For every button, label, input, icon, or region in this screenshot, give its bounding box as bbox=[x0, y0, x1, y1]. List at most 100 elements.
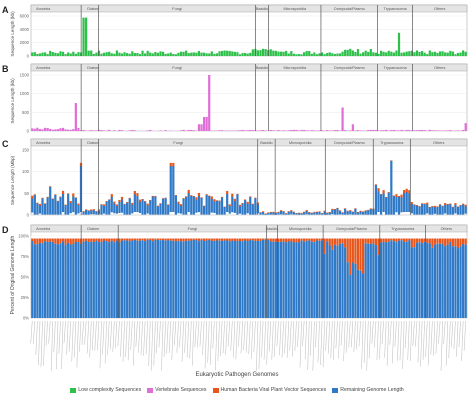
bar-remaining bbox=[341, 212, 344, 215]
x-tick-label bbox=[361, 320, 364, 369]
bar-contaminant bbox=[400, 238, 403, 241]
bar-contaminant bbox=[67, 238, 70, 243]
bar-contaminant bbox=[267, 212, 270, 214]
legend-label: Remaining Genome Length bbox=[340, 387, 404, 393]
bar-remaining bbox=[90, 210, 93, 215]
bar-contaminant bbox=[390, 238, 393, 241]
bar-vertebrate bbox=[102, 130, 106, 131]
bar-low-complexity bbox=[454, 54, 457, 56]
bar-contaminant bbox=[249, 196, 252, 198]
bar-vertebrate bbox=[269, 130, 272, 131]
bar-remaining bbox=[462, 244, 465, 318]
bar-low-complexity bbox=[123, 52, 126, 56]
bar-contaminant bbox=[287, 211, 290, 212]
bar-remaining bbox=[397, 240, 401, 318]
bar-vertebrate bbox=[187, 129, 190, 131]
bar-remaining bbox=[464, 244, 467, 318]
bar-vertebrate bbox=[67, 129, 70, 131]
x-tick-label bbox=[199, 320, 202, 347]
bar-contaminant bbox=[418, 238, 421, 243]
bar-low-complexity bbox=[285, 50, 288, 56]
bar-contaminant bbox=[128, 197, 131, 199]
x-tick-label bbox=[73, 320, 77, 358]
bar-contaminant bbox=[90, 238, 93, 242]
y-tick-label: 1500 bbox=[20, 73, 30, 78]
bar-contaminant bbox=[169, 162, 172, 167]
bar-remaining bbox=[87, 242, 90, 318]
bar-remaining bbox=[95, 240, 98, 318]
bar-low-complexity bbox=[143, 53, 147, 56]
bar-contaminant bbox=[267, 238, 270, 240]
bar-remaining bbox=[264, 213, 267, 215]
bar-remaining bbox=[146, 205, 149, 214]
x-tick-label bbox=[53, 320, 56, 353]
x-tick-label bbox=[107, 320, 110, 355]
bar-low-complexity bbox=[138, 54, 142, 56]
bar-vertebrate bbox=[444, 130, 447, 131]
bar-contaminant bbox=[154, 196, 157, 197]
bar-low-complexity bbox=[110, 53, 113, 56]
bar-remaining bbox=[290, 241, 293, 318]
bar-contaminant bbox=[382, 190, 385, 194]
bar-remaining bbox=[397, 196, 401, 215]
bar-remaining bbox=[374, 184, 378, 215]
bar-low-complexity bbox=[423, 52, 426, 56]
bar-contaminant bbox=[410, 202, 413, 204]
bar-vertebrate bbox=[202, 117, 206, 131]
bar-remaining bbox=[85, 209, 88, 215]
x-tick-label bbox=[194, 320, 197, 347]
x-tick-label bbox=[191, 320, 195, 366]
bar-remaining bbox=[138, 201, 142, 213]
bar-contaminant bbox=[123, 203, 126, 205]
bar-remaining bbox=[177, 240, 180, 318]
bar-low-complexity bbox=[449, 50, 452, 56]
bar-remaining bbox=[241, 203, 244, 215]
bar-low-complexity bbox=[459, 52, 462, 56]
bar-remaining bbox=[97, 210, 101, 215]
x-tick-label bbox=[174, 320, 177, 346]
bar-remaining bbox=[187, 192, 190, 212]
bar-remaining bbox=[251, 240, 254, 318]
bar-vertebrate bbox=[354, 130, 357, 131]
bar-contaminant bbox=[254, 197, 257, 199]
bar-contaminant bbox=[392, 238, 395, 242]
bar-remaining bbox=[426, 204, 429, 214]
bar-contaminant bbox=[226, 190, 229, 195]
bar-remaining bbox=[395, 242, 398, 318]
bar-vertebrate bbox=[190, 129, 193, 131]
bar-low-complexity bbox=[244, 52, 247, 56]
bar-remaining bbox=[120, 199, 124, 213]
x-tick-label bbox=[230, 320, 233, 351]
bar-contaminant bbox=[395, 238, 398, 243]
bar-remaining bbox=[313, 242, 316, 318]
bar-low-complexity bbox=[223, 50, 226, 56]
bar-remaining bbox=[456, 206, 460, 215]
bar-low-complexity bbox=[372, 52, 375, 56]
bar-low-complexity bbox=[349, 48, 352, 56]
bar-low-complexity bbox=[351, 50, 354, 56]
bar-vertebrate bbox=[272, 130, 275, 131]
bar-vertebrate bbox=[61, 127, 65, 131]
bar-low-complexity bbox=[202, 52, 206, 56]
bar-vertebrate bbox=[333, 130, 336, 131]
bar-vertebrate bbox=[464, 123, 467, 131]
bar-low-complexity bbox=[95, 52, 98, 56]
bar-contaminant bbox=[110, 194, 113, 198]
x-tick-label bbox=[66, 320, 69, 355]
bar-remaining bbox=[379, 194, 383, 215]
bar-contaminant bbox=[190, 195, 193, 196]
bar-contaminant bbox=[279, 238, 283, 242]
bar-remaining bbox=[297, 242, 301, 318]
bar-remaining bbox=[131, 240, 134, 318]
bar-contaminant bbox=[138, 238, 142, 241]
x-tick-label bbox=[220, 320, 223, 357]
x-tick-label bbox=[458, 320, 461, 348]
bar-remaining bbox=[108, 242, 111, 318]
bar-contaminant bbox=[315, 211, 319, 213]
bar-low-complexity bbox=[392, 52, 395, 56]
bar-remaining bbox=[313, 212, 316, 215]
bar-contaminant bbox=[259, 212, 262, 213]
bar-contaminant bbox=[200, 238, 203, 240]
panel-letter: C bbox=[2, 139, 9, 149]
bar-remaining bbox=[300, 240, 303, 318]
